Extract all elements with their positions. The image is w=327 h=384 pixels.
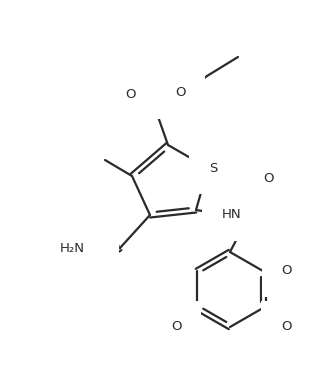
Text: O: O [171,321,181,333]
Text: O: O [281,321,291,333]
Text: O: O [89,258,99,270]
Text: H₂N: H₂N [60,242,85,255]
Text: O: O [175,86,185,99]
Text: HN: HN [222,209,242,222]
Text: O: O [126,88,136,101]
Text: O: O [263,172,273,185]
Text: S: S [209,162,217,174]
Text: O: O [282,265,292,278]
